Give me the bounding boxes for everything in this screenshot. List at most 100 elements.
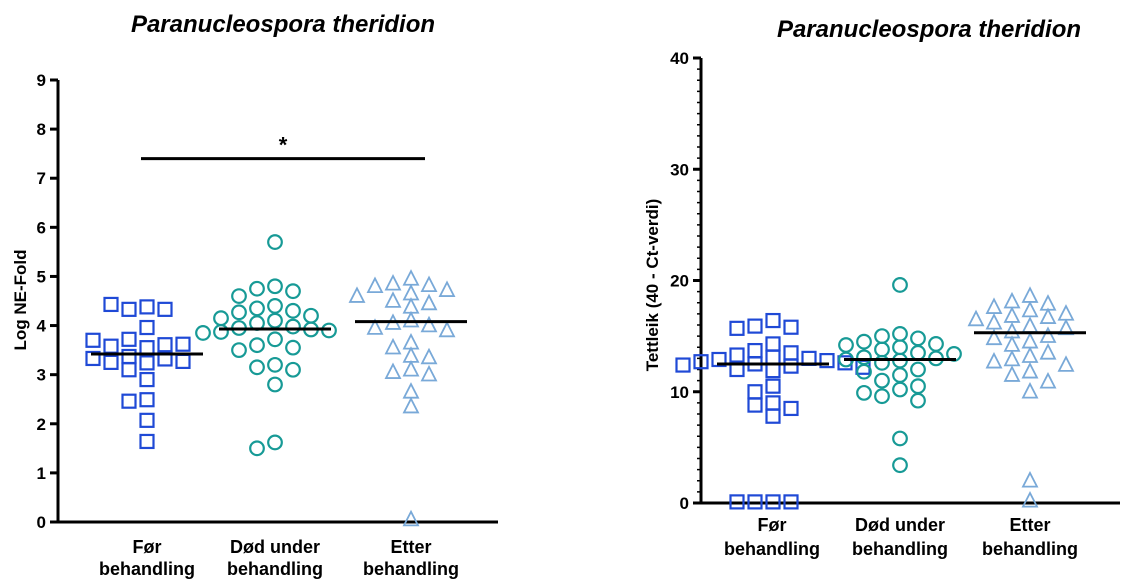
chart-left-point-square — [85, 350, 101, 367]
chart-right-point-square — [693, 354, 709, 370]
chart-left-point-circle — [213, 324, 229, 340]
chart-right-point-square — [783, 319, 799, 335]
chart-left-point-triangle — [402, 297, 420, 314]
chart-left-point-triangle — [402, 310, 420, 328]
chart-left-category-label: behandling — [227, 559, 323, 579]
chart-right-point-triangle — [1003, 335, 1021, 352]
chart-right-point-circle — [892, 339, 908, 356]
chart-right-y-tick-label: 20 — [670, 272, 689, 291]
chart-right-point-square — [765, 494, 781, 510]
chart-left-point-square — [121, 362, 137, 378]
chart-right-point-triangle — [1021, 300, 1039, 318]
chart-right-point-circle — [874, 328, 890, 345]
chart-right-point-circle — [892, 457, 908, 474]
chart-left-y-tick-label: 8 — [37, 120, 46, 139]
chart-left-point-circle — [231, 288, 247, 304]
chart-left-point-square — [139, 299, 155, 315]
chart-left-point-circle — [249, 300, 265, 317]
chart-left-point-circle — [249, 440, 265, 457]
chart-right-point-triangle — [1021, 286, 1039, 303]
chart-left-point-circle — [267, 376, 283, 393]
chart-right-point-square — [765, 408, 781, 424]
chart-right-point-square — [747, 397, 763, 413]
chart-right-point-square — [675, 357, 691, 373]
chart-right-category-label: behandling — [982, 539, 1078, 559]
chart-right-point-square — [765, 349, 781, 365]
chart-right-point-circle — [874, 341, 890, 358]
chart-left-point-square — [103, 354, 119, 370]
chart-right-point-circle — [856, 333, 872, 350]
chart-left-point-circle — [249, 359, 265, 376]
chart-right-point-square — [747, 384, 763, 400]
chart-left-point-circle — [249, 280, 265, 297]
chart-left-point-triangle — [348, 286, 366, 303]
chart-left-point-circle — [267, 331, 283, 348]
chart-left-point-triangle — [420, 275, 438, 293]
chart-left-point-square — [139, 355, 155, 371]
chart-left-point-circle — [195, 325, 211, 341]
chart-left-point-circle — [303, 307, 319, 324]
chart-left-point-circle — [249, 337, 265, 354]
chart-right-point-triangle — [1057, 304, 1075, 321]
chart-left-point-circle — [267, 312, 283, 329]
chart-right-point-circle — [874, 388, 890, 405]
chart-left-y-tick-label: 5 — [37, 267, 46, 286]
chart-right-point-triangle — [967, 309, 985, 327]
chart-left-point-circle — [267, 278, 283, 295]
chart-right-point-square — [765, 395, 781, 411]
chart-left-point-square — [139, 392, 155, 408]
chart-left-point-square — [103, 338, 119, 354]
chart-left-point-circle — [267, 298, 283, 314]
chart-right-point-square — [729, 347, 745, 363]
chart-right-category-label: behandling — [852, 539, 948, 559]
chart-left-y-axis-label: Log NE-Fold — [11, 249, 30, 350]
chart-left-point-square — [121, 301, 137, 317]
chart-left-point-square — [139, 371, 155, 388]
chart-right-point-triangle — [1021, 316, 1039, 333]
chart-left-y-tick-label: 2 — [37, 415, 46, 434]
chart-left-point-circle — [285, 339, 301, 356]
chart-left-y-tick-label: 7 — [37, 169, 46, 188]
chart-right-point-triangle — [1039, 326, 1057, 343]
chart-left-point-triangle — [420, 364, 438, 382]
chart-right-point-triangle — [1021, 491, 1039, 508]
chart-left-point-square — [175, 353, 191, 370]
chart-right-y-tick-label: 10 — [670, 383, 689, 402]
chart-left-point-triangle — [420, 347, 438, 365]
chart-left-point-triangle — [438, 320, 456, 338]
chart-left-point-triangle — [402, 382, 420, 399]
chart-right-point-triangle — [1039, 307, 1057, 324]
chart-left-point-square — [121, 348, 137, 365]
chart-left-point-circle — [285, 318, 301, 335]
chart-left-point-triangle — [384, 337, 402, 355]
chart-right-point-circle — [928, 336, 944, 352]
chart-left-point-square — [121, 331, 137, 347]
chart-left-point-square — [139, 412, 155, 428]
chart-right-point-square — [729, 494, 745, 510]
chart-left-point-square — [157, 351, 173, 367]
chart-left: Paranucleospora theridion Log NE-Fold 0 1… — [11, 11, 498, 579]
chart-left-point-circle — [267, 434, 283, 451]
chart-left-point-triangle — [420, 293, 438, 311]
chart-left-point-circle — [285, 302, 301, 319]
chart-left-point-circle — [231, 342, 247, 359]
chart-right-title: Paranucleospora theridion — [777, 16, 1081, 43]
chart-right-point-square — [819, 353, 835, 369]
chart-left-point-square — [139, 340, 155, 356]
chart-right-point-triangle — [1003, 365, 1021, 382]
chart-right-point-triangle — [1057, 355, 1075, 372]
chart-right-point-square — [783, 400, 799, 417]
chart-left-point-triangle — [384, 291, 402, 308]
chart-left-point-square — [157, 337, 173, 353]
chart-right-point-triangle — [1003, 349, 1021, 367]
chart-left-category-label: Etter — [390, 537, 431, 557]
chart-left-y-tick-label: 9 — [37, 71, 46, 90]
chart-right-point-circle — [838, 337, 854, 353]
chart-left-significance-star: * — [279, 133, 288, 158]
chart-right-point-circle — [910, 344, 926, 361]
chart-right-point-square — [765, 378, 781, 394]
chart-right-point-square — [783, 345, 799, 361]
chart-right-point-triangle — [1003, 306, 1021, 323]
chart-left-y-tick-label: 4 — [37, 317, 47, 336]
chart-left-point-circle — [267, 234, 283, 250]
